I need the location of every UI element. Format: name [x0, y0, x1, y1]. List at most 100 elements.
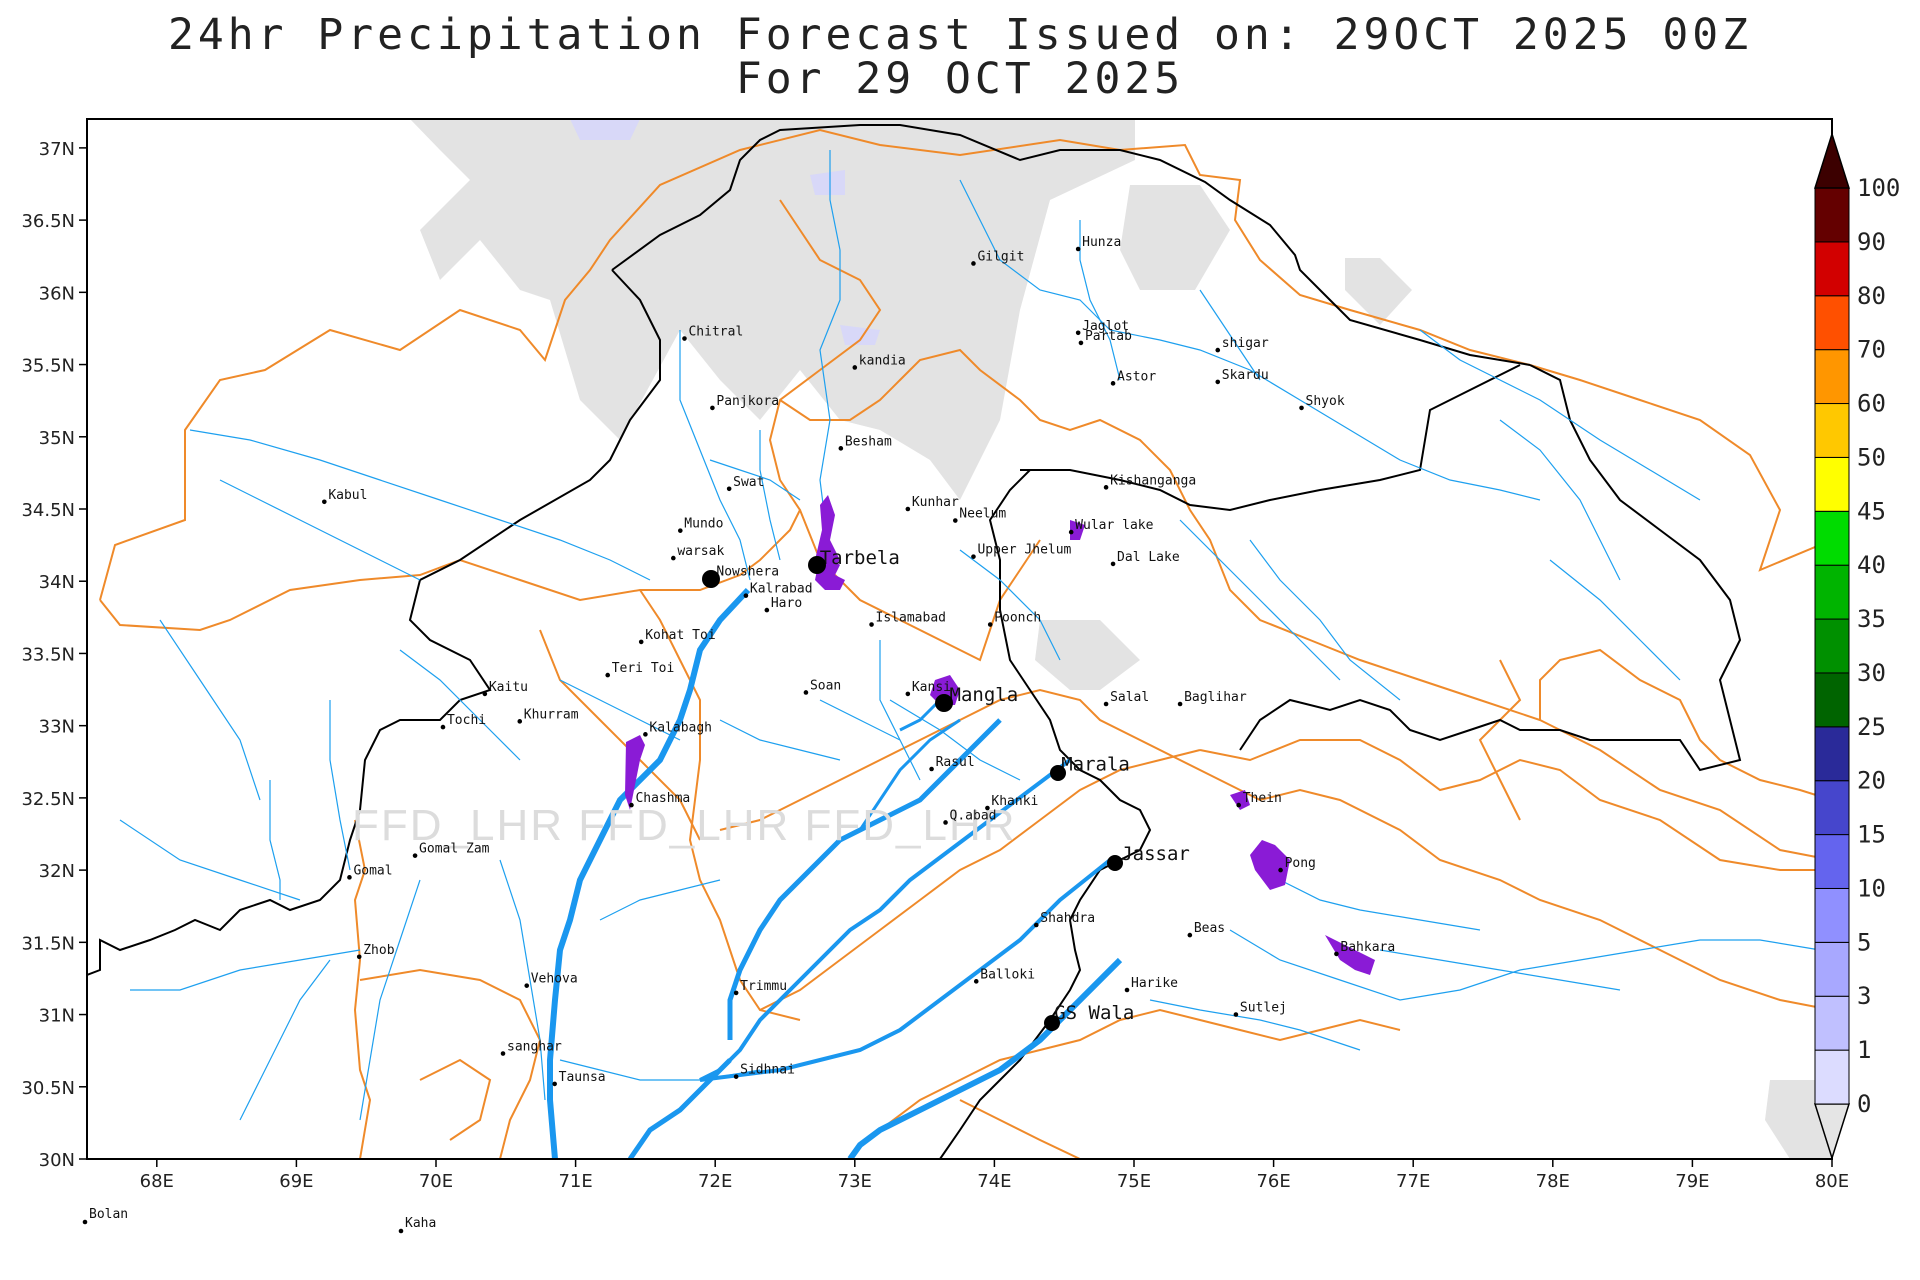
station-dot-haro	[764, 607, 770, 613]
station-dot-wular-lake	[1068, 529, 1074, 535]
axes: 68E 69E 70E 71E 72E 73E 74E 75E 76E 77E 78E 79E 80E 3…	[21, 139, 1849, 1192]
station-dot-kansi	[905, 691, 911, 697]
station-label-hunza: Hunza	[1082, 235, 1121, 250]
station-label-mangla: Mangla	[950, 684, 1019, 706]
station-dot-mundo	[678, 528, 683, 533]
station-dot-kishanganga	[1103, 485, 1109, 490]
station-dot-partab	[1078, 340, 1084, 346]
colorbar-label: 30	[1857, 659, 1886, 687]
colorbar-label: 15	[1857, 821, 1886, 849]
station-dot-kohat-toi	[638, 639, 644, 645]
station-label-marala: Marala	[1061, 753, 1130, 775]
basin-boundaries	[99, 128, 1832, 1159]
station-label-bahkara: Bahkara	[1340, 940, 1395, 955]
colorbar-segment	[1814, 726, 1850, 782]
map-title-line1: 24hr Precipitation Forecast Issued on: 2…	[167, 10, 1753, 60]
outside-label: Bolan	[89, 1207, 128, 1222]
station-label-baglihar: Baglihar	[1184, 690, 1247, 705]
colorbar-label: 35	[1857, 605, 1886, 633]
station-label-haro: Haro	[771, 596, 802, 611]
colorbar-label: 90	[1857, 228, 1886, 256]
lat-tick-label: 34N	[39, 572, 75, 593]
watermark: FFD_LHR FFD_LHR FFD_LHR	[352, 801, 1017, 850]
station-dot-shyok	[1299, 405, 1304, 411]
station-dot-teri-toi	[605, 672, 611, 678]
station-label-tochi: Tochi	[447, 713, 486, 728]
station-label-wular-lake: Wular lake	[1075, 518, 1153, 533]
station-label-soan: Soan	[810, 678, 841, 693]
station-label-q-abad: Q.abad	[950, 808, 997, 823]
station-dot-jaglot	[1075, 330, 1081, 336]
station-label-kohat-toi: Kohat Toi	[645, 628, 715, 643]
station-dot-besham	[838, 446, 844, 451]
station-dot-sidhnai	[733, 1074, 739, 1079]
colorbar-segment	[1814, 241, 1850, 297]
station-dot-shigar	[1215, 347, 1221, 353]
station-dot-panjkora	[710, 405, 715, 411]
colorbar-label: 100	[1857, 174, 1900, 202]
station-dot-upper-jhelum	[971, 554, 976, 559]
station-label-mundo: Mundo	[684, 517, 723, 532]
lat-tick-label: 33N	[39, 717, 75, 738]
colorbar-label: 3	[1857, 982, 1871, 1010]
station-dot-chitral	[682, 336, 687, 341]
station-label-rasul: Rasul	[936, 755, 975, 770]
station-dot-balloki	[973, 979, 979, 984]
lon-tick-label: 68E	[140, 1171, 174, 1192]
lat-tick-label: 35.5N	[21, 356, 75, 377]
lat-tick-label: 36.5N	[21, 211, 75, 232]
lat-tick-label: 34.5N	[21, 500, 75, 521]
dam-marker-jassar	[1107, 855, 1123, 871]
lon-tick-label: 80E	[1815, 1171, 1849, 1192]
colorbar-segment	[1814, 618, 1850, 674]
colorbar-label: 70	[1857, 336, 1886, 364]
lon-tick-label: 75E	[1117, 1171, 1151, 1192]
station-dot-astor	[1110, 381, 1116, 386]
colorbar-segment	[1814, 672, 1850, 728]
station-dot-rasul	[929, 766, 934, 772]
colorbar-segment	[1814, 187, 1850, 243]
colorbar-label: 1	[1857, 1036, 1871, 1064]
station-label-khurram: Khurram	[524, 707, 579, 722]
station-dot-kunhar	[905, 506, 911, 512]
station-label-kabul: Kabul	[328, 488, 367, 503]
station-label-neelum: Neelum	[959, 507, 1006, 522]
lon-tick-label: 70E	[419, 1171, 453, 1192]
station-label-balloki: Balloki	[980, 967, 1035, 982]
colorbar-label: 10	[1857, 874, 1886, 902]
station-label-sidhnai: Sidhnai	[740, 1063, 795, 1078]
station-label-sutlej: Sutlej	[1240, 1001, 1287, 1016]
dam-marker-tarbela	[808, 556, 826, 574]
station-label-swat: Swat	[733, 475, 764, 490]
station-dot-vehova	[524, 983, 530, 988]
station-label-gomal-zam: Gomal Zam	[419, 842, 490, 857]
station-dot-khanki	[985, 805, 990, 811]
lon-tick-label: 79E	[1675, 1171, 1709, 1192]
colorbar-segment	[1814, 456, 1850, 512]
station-dot-sutlej	[1233, 1012, 1239, 1017]
station-label-thein: Thein	[1243, 791, 1282, 806]
station-label-tarbela: Tarbela	[820, 547, 900, 569]
station-label-chitral: Chitral	[688, 325, 743, 340]
station-label-dal-lake: Dal Lake	[1117, 550, 1180, 565]
station-dot-soan	[803, 690, 809, 695]
station-dot-kabul	[322, 499, 327, 505]
lon-tick-label: 73E	[838, 1171, 872, 1192]
station-dot-gilgit	[971, 261, 976, 266]
colorbar-segment	[1814, 295, 1850, 351]
station-dot-gomal	[347, 875, 352, 880]
station-label-nowshera: Nowshera	[716, 564, 779, 579]
station-dot-skardu	[1215, 379, 1221, 385]
colorbar-label: 60	[1857, 390, 1886, 418]
colorbar-segment	[1814, 1049, 1850, 1105]
dam-marker-gs-wala	[1044, 1015, 1060, 1031]
station-label-besham: Besham	[845, 434, 892, 449]
lon-tick-label: 74E	[977, 1171, 1011, 1192]
dam-marker-marala	[1050, 765, 1066, 781]
light-precip-areas	[570, 119, 880, 345]
station-label-chashma: Chashma	[635, 791, 690, 806]
colorbar-label: 0	[1857, 1090, 1871, 1118]
station-label-panjkora: Panjkora	[716, 394, 779, 409]
colorbar-segment	[1814, 564, 1850, 620]
major-rivers	[547, 587, 1123, 1159]
